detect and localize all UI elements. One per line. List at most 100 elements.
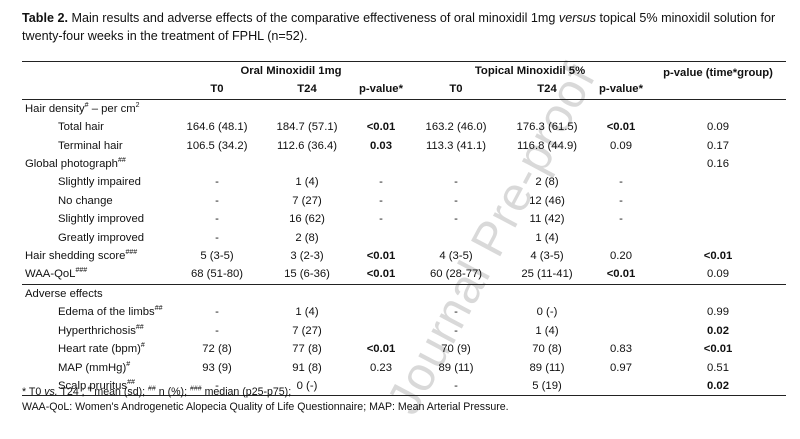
table-cell <box>352 229 410 247</box>
table-cell: - <box>454 176 458 189</box>
table-cell: - <box>215 176 219 189</box>
table-cell: 70 (8) <box>532 343 562 356</box>
table-cell <box>352 376 410 397</box>
row-label: Edema of the limbs## <box>58 305 163 319</box>
table-cell <box>650 284 786 303</box>
table-cell: 5 (3-5) <box>200 250 234 263</box>
caption-text-1: Main results and adverse effects of the … <box>67 11 559 25</box>
table-cell: - <box>619 176 623 189</box>
table-cell: 12 (46) <box>529 194 565 207</box>
table-row: Hair shedding score### 5 (3-5) 3 (2-3) <0.0… <box>22 247 786 265</box>
table-cell <box>352 99 410 118</box>
table-cell <box>650 173 786 191</box>
table-cell <box>172 99 262 118</box>
table-cell: 0.23 <box>370 361 392 374</box>
table-cell <box>410 229 502 247</box>
table-cell <box>352 284 410 303</box>
row-label: No change <box>58 194 113 207</box>
header-t0: T0 <box>172 80 262 100</box>
table-cell: 0.09 <box>707 121 730 134</box>
table-cell: 91 (8) <box>292 361 322 374</box>
table-cell: 0.97 <box>610 361 632 374</box>
table-cell <box>410 99 502 118</box>
table-cell: 1 (4) <box>535 231 559 244</box>
table-cell <box>410 155 502 173</box>
table-cell: 0.20 <box>610 250 632 263</box>
row-label: Hair shedding score### <box>25 249 138 263</box>
table-cell: 0.09 <box>610 139 632 152</box>
table-cell <box>352 303 410 321</box>
table-row: Hyperthrichosis## - 7 (27) - 1 (4) 0.02 <box>22 322 786 340</box>
table-cell: <0.01 <box>703 343 733 356</box>
table-row: Total hair 164.6 (48.1) 184.7 (57.1) <0.01 1… <box>22 118 786 136</box>
table-cell <box>592 284 650 303</box>
row-label: Hyperthrichosis## <box>58 323 144 337</box>
header-row-times: T0 T24 p-value* T0 T24 p-value* <box>22 80 786 100</box>
table-cell: - <box>215 324 219 337</box>
table-cell <box>502 99 592 118</box>
table-cell: <0.01 <box>703 250 733 263</box>
table-cell <box>592 229 650 247</box>
table-cell: <0.01 <box>592 265 651 285</box>
table-cell: - <box>379 176 383 189</box>
table-cell: <0.01 <box>366 121 396 134</box>
caption-text-2: topical 5% minoxidil solution for twenty… <box>22 11 776 43</box>
table-cell: 1 (4) <box>295 306 319 319</box>
table-cell: 0.09 <box>650 265 787 285</box>
table-cell: - <box>215 231 219 244</box>
table-cell: - <box>379 194 383 207</box>
table-cell: 60 (28-77) <box>410 265 502 285</box>
table-cell <box>502 284 592 303</box>
table-cell: 0 (-) <box>262 376 352 397</box>
table-cell: - <box>619 213 623 226</box>
row-label: Hair density# – per cm2 <box>25 102 140 115</box>
table-cell: - <box>410 376 502 397</box>
table-cell <box>172 155 262 173</box>
table-cell: - <box>379 213 383 226</box>
table-cell <box>592 99 650 118</box>
table-row: Edema of the limbs## - 1 (4) - 0 (-) 0.99 <box>22 303 786 321</box>
table-cell: 0.83 <box>610 343 632 356</box>
table-cell: 106.5 (34.2) <box>186 139 248 152</box>
table-row: Terminal hair 106.5 (34.2) 112.6 (36.4) 0.0… <box>22 137 786 155</box>
table-cell <box>592 303 650 321</box>
table-cell <box>592 376 651 397</box>
row-label: WAA-QoL### <box>22 265 172 285</box>
table-cell: 1 (4) <box>535 324 559 337</box>
table-cell: 113.3 (41.1) <box>425 139 487 152</box>
table-row: Slightly impaired - 1 (4) - - 2 (8) - <box>22 173 786 191</box>
table-cell <box>650 99 786 118</box>
table-cell: 77 (8) <box>292 343 322 356</box>
table-row: MAP (mmHg)# 93 (9) 91 (8) 0.23 89 (11) 89 (11… <box>22 359 786 377</box>
header-pvalue: p-value* <box>592 80 651 100</box>
table-cell: 89 (11) <box>438 361 474 374</box>
table-row: No change - 7 (27) - - 12 (46) - <box>22 192 786 210</box>
header-t24: T24 <box>262 80 352 100</box>
header-interaction: p-value (time*group) <box>650 61 787 100</box>
table-cell: <0.01 <box>366 250 396 263</box>
header-row-groups: Oral Minoxidil 1mg Topical Minoxidil 5% … <box>22 61 787 100</box>
row-label: Total hair <box>58 121 104 134</box>
table-cell: 4 (3-5) <box>530 250 564 263</box>
table-row: WAA-QoL### 68 (51-80) 15 (6-36) <0.01 60 (28… <box>22 265 787 285</box>
table-cell <box>650 210 786 228</box>
table-cell: - <box>215 306 219 319</box>
row-label: Global photograph## <box>25 157 126 171</box>
caption-label: Table 2. <box>22 11 68 25</box>
table-cell <box>262 99 352 118</box>
table-cell <box>352 322 410 340</box>
table-cell: 25 (11-41) <box>502 265 592 285</box>
table-cell: 89 (11) <box>529 361 565 374</box>
table-cell: <0.01 <box>606 121 636 134</box>
footnote-line-2: WAA-QoL: Women's Androgenetic Alopecia Q… <box>22 401 509 413</box>
table-cell <box>592 155 650 173</box>
table-cell: - <box>454 194 458 207</box>
table-row: Slightly improved - 16 (62) - - 11 (42) - <box>22 210 786 228</box>
table-cell: 0.16 <box>707 158 730 171</box>
table-row: Hair density# – per cm2 <box>22 99 786 118</box>
table-cell: 184.7 (57.1) <box>276 121 338 134</box>
table-cell <box>502 155 592 173</box>
table-row: Adverse effects <box>22 284 786 303</box>
table-cell: 0.99 <box>707 306 730 319</box>
table-cell <box>650 192 786 210</box>
